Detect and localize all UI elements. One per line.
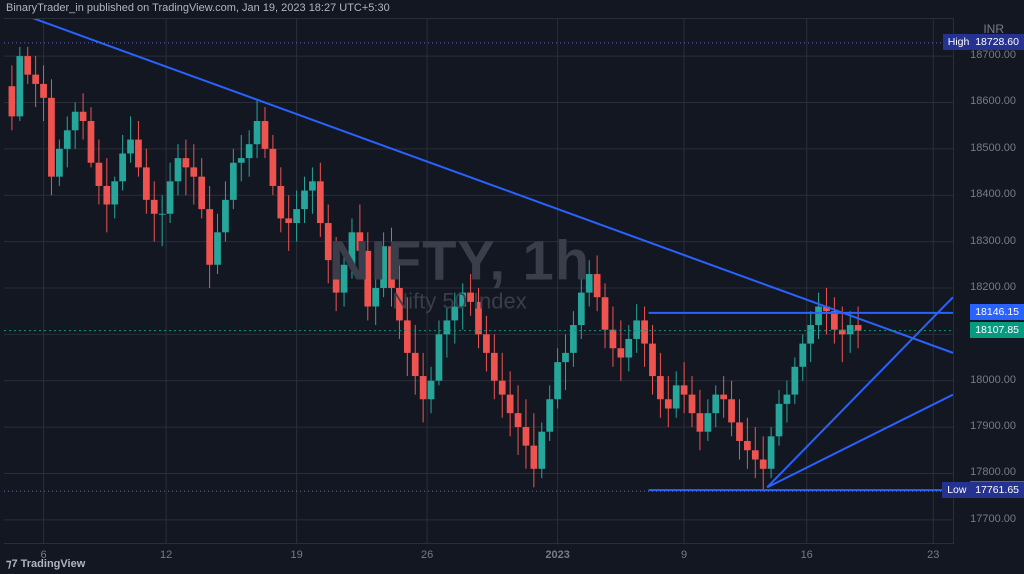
y-tick: 18400.00 <box>970 188 1016 200</box>
time-axis[interactable]: 6121926202391623 <box>4 546 954 564</box>
logo-glyph: ⁊7 <box>6 558 21 570</box>
footer-text: TradingView <box>21 558 86 570</box>
y-tick: 18000.00 <box>970 374 1016 386</box>
y-tick: 18600.00 <box>970 95 1016 107</box>
y-tick: 17700.00 <box>970 513 1016 525</box>
x-tick: 12 <box>160 549 172 561</box>
y-tick: 18500.00 <box>970 142 1016 154</box>
x-tick: 19 <box>290 549 302 561</box>
x-tick: 26 <box>421 549 433 561</box>
price-tag-low: Low 17761.65 <box>942 482 1024 498</box>
tradingview-logo: ⁊7 TradingView <box>6 557 85 570</box>
x-tick: 16 <box>801 549 813 561</box>
price-tag-high: High 18728.60 <box>943 34 1024 50</box>
y-tick: 17800.00 <box>970 466 1016 478</box>
x-tick: 2023 <box>545 549 569 561</box>
y-tick: 18700.00 <box>970 49 1016 61</box>
y-tick: 18200.00 <box>970 281 1016 293</box>
x-tick: 23 <box>927 549 939 561</box>
y-tick: 18300.00 <box>970 235 1016 247</box>
price-tag-last: 18107.85 <box>970 322 1024 338</box>
publish-info: BinaryTrader_in published on TradingView… <box>6 2 390 14</box>
publish-info-text: BinaryTrader_in published on TradingView… <box>6 2 390 14</box>
price-tag-resistance: 18146.15 <box>970 304 1024 320</box>
x-tick: 9 <box>681 549 687 561</box>
price-axis[interactable]: 17700.0017800.0017900.0018000.0018100.00… <box>958 18 1024 544</box>
candlestick-plot[interactable] <box>4 19 953 543</box>
y-tick: 17900.00 <box>970 420 1016 432</box>
chart-area[interactable]: NIFTY, 1h Nifty 50 Index <box>4 18 954 544</box>
